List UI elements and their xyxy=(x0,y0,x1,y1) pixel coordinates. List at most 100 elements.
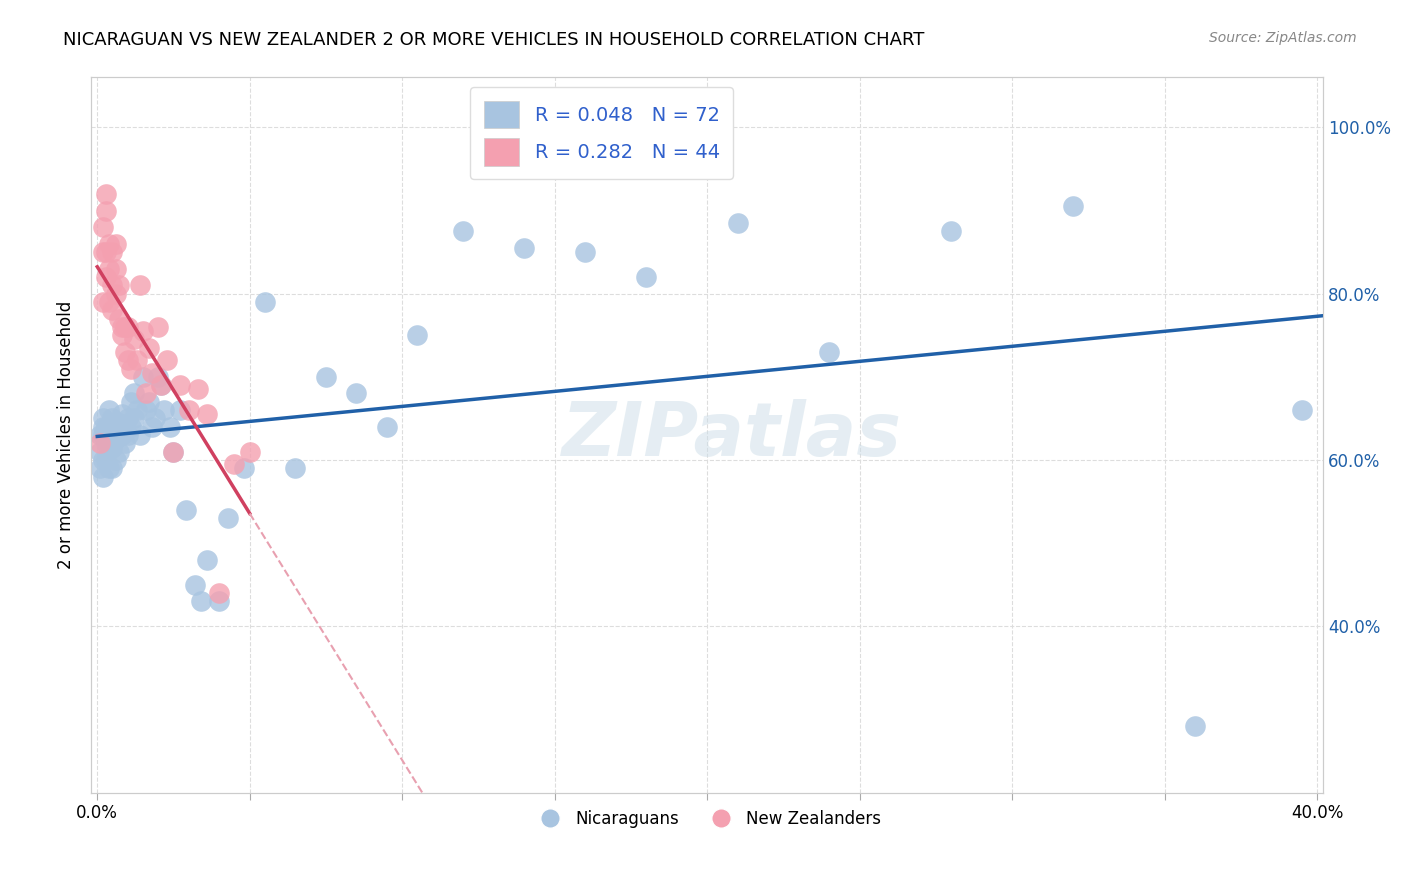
Text: ZIPatlas: ZIPatlas xyxy=(562,399,901,472)
Point xyxy=(96,270,118,285)
Point xyxy=(315,369,337,384)
Point xyxy=(107,444,129,458)
Point xyxy=(135,386,157,401)
Point xyxy=(98,236,121,251)
Point xyxy=(169,378,191,392)
Point xyxy=(111,407,134,421)
Text: NICARAGUAN VS NEW ZEALANDER 2 OR MORE VEHICLES IN HOUSEHOLD CORRELATION CHART: NICARAGUAN VS NEW ZEALANDER 2 OR MORE VE… xyxy=(63,31,925,49)
Point xyxy=(451,224,474,238)
Y-axis label: 2 or more Vehicles in Household: 2 or more Vehicles in Household xyxy=(58,301,75,569)
Point xyxy=(162,444,184,458)
Point xyxy=(104,453,127,467)
Point xyxy=(187,382,209,396)
Point xyxy=(156,353,179,368)
Point xyxy=(96,203,118,218)
Point xyxy=(101,245,124,260)
Point xyxy=(169,403,191,417)
Point xyxy=(93,220,115,235)
Point xyxy=(148,369,170,384)
Point xyxy=(129,428,152,442)
Point xyxy=(120,394,142,409)
Point xyxy=(104,286,127,301)
Point xyxy=(148,320,170,334)
Point xyxy=(114,344,136,359)
Point xyxy=(93,453,115,467)
Point xyxy=(138,341,160,355)
Point xyxy=(107,416,129,430)
Point xyxy=(153,403,176,417)
Point xyxy=(190,594,212,608)
Point xyxy=(114,320,136,334)
Point xyxy=(217,511,239,525)
Point xyxy=(98,461,121,475)
Point xyxy=(574,245,596,260)
Point xyxy=(125,403,148,417)
Point xyxy=(195,553,218,567)
Point xyxy=(96,453,118,467)
Point xyxy=(129,278,152,293)
Point xyxy=(141,419,163,434)
Point xyxy=(101,411,124,425)
Point xyxy=(253,295,276,310)
Point xyxy=(96,419,118,434)
Point xyxy=(174,503,197,517)
Point xyxy=(1062,199,1084,213)
Point xyxy=(98,436,121,450)
Point xyxy=(89,461,111,475)
Point xyxy=(93,295,115,310)
Point xyxy=(224,457,246,471)
Point xyxy=(636,270,658,285)
Point xyxy=(111,428,134,442)
Point xyxy=(89,436,111,450)
Point xyxy=(120,419,142,434)
Point xyxy=(143,411,166,425)
Point xyxy=(114,419,136,434)
Text: Source: ZipAtlas.com: Source: ZipAtlas.com xyxy=(1209,31,1357,45)
Point xyxy=(93,469,115,483)
Point xyxy=(107,278,129,293)
Point xyxy=(104,432,127,446)
Point xyxy=(101,278,124,293)
Point xyxy=(98,295,121,310)
Point xyxy=(284,461,307,475)
Point xyxy=(939,224,962,238)
Point xyxy=(98,419,121,434)
Point xyxy=(98,403,121,417)
Point xyxy=(727,216,749,230)
Point xyxy=(93,419,115,434)
Point xyxy=(232,461,254,475)
Point xyxy=(513,241,536,255)
Point xyxy=(96,186,118,201)
Point xyxy=(111,320,134,334)
Point xyxy=(138,394,160,409)
Legend: Nicaraguans, New Zealanders: Nicaraguans, New Zealanders xyxy=(527,803,887,834)
Point xyxy=(135,403,157,417)
Point xyxy=(117,353,139,368)
Point xyxy=(132,324,155,338)
Point xyxy=(208,586,231,600)
Point xyxy=(117,428,139,442)
Point xyxy=(96,436,118,450)
Point xyxy=(162,444,184,458)
Point xyxy=(1184,719,1206,733)
Point xyxy=(93,428,115,442)
Point xyxy=(114,436,136,450)
Point xyxy=(104,419,127,434)
Point xyxy=(208,594,231,608)
Point xyxy=(101,303,124,318)
Point xyxy=(117,411,139,425)
Point xyxy=(125,353,148,368)
Point xyxy=(122,333,145,347)
Point xyxy=(184,578,207,592)
Point xyxy=(89,428,111,442)
Point xyxy=(818,344,841,359)
Point xyxy=(117,320,139,334)
Point xyxy=(104,236,127,251)
Point xyxy=(107,311,129,326)
Point xyxy=(93,411,115,425)
Point xyxy=(375,419,398,434)
Point xyxy=(159,419,181,434)
Point xyxy=(93,245,115,260)
Point xyxy=(111,328,134,343)
Point xyxy=(122,411,145,425)
